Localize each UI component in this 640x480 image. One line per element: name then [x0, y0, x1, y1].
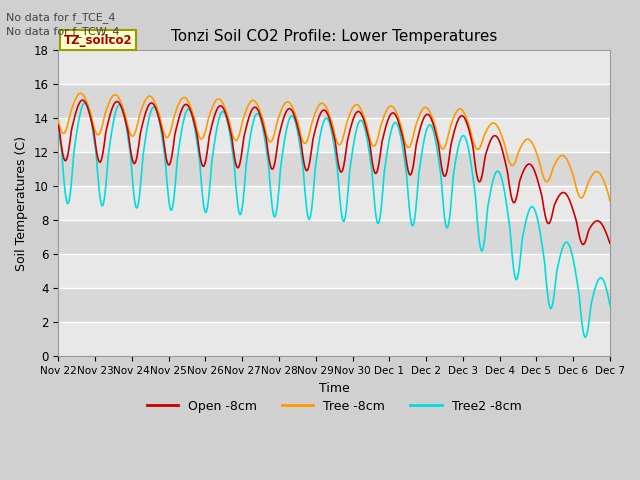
Y-axis label: Soil Temperatures (C): Soil Temperatures (C)	[15, 135, 28, 271]
Bar	[58, 152, 610, 186]
Text: No data for f_TCE_4: No data for f_TCE_4	[6, 12, 116, 23]
Bar	[58, 220, 610, 254]
Title: Tonzi Soil CO2 Profile: Lower Temperatures: Tonzi Soil CO2 Profile: Lower Temperatur…	[171, 29, 497, 44]
Text: No data for f_TCW_4: No data for f_TCW_4	[6, 26, 120, 37]
Legend: Open -8cm, Tree -8cm, Tree2 -8cm: Open -8cm, Tree -8cm, Tree2 -8cm	[142, 395, 526, 418]
Bar	[58, 118, 610, 152]
Bar	[58, 288, 610, 322]
Bar	[58, 50, 610, 84]
Bar	[58, 84, 610, 118]
Bar	[58, 322, 610, 356]
X-axis label: Time: Time	[319, 382, 349, 395]
Bar	[58, 254, 610, 288]
Bar	[58, 186, 610, 220]
Text: TZ_soilco2: TZ_soilco2	[64, 34, 132, 47]
